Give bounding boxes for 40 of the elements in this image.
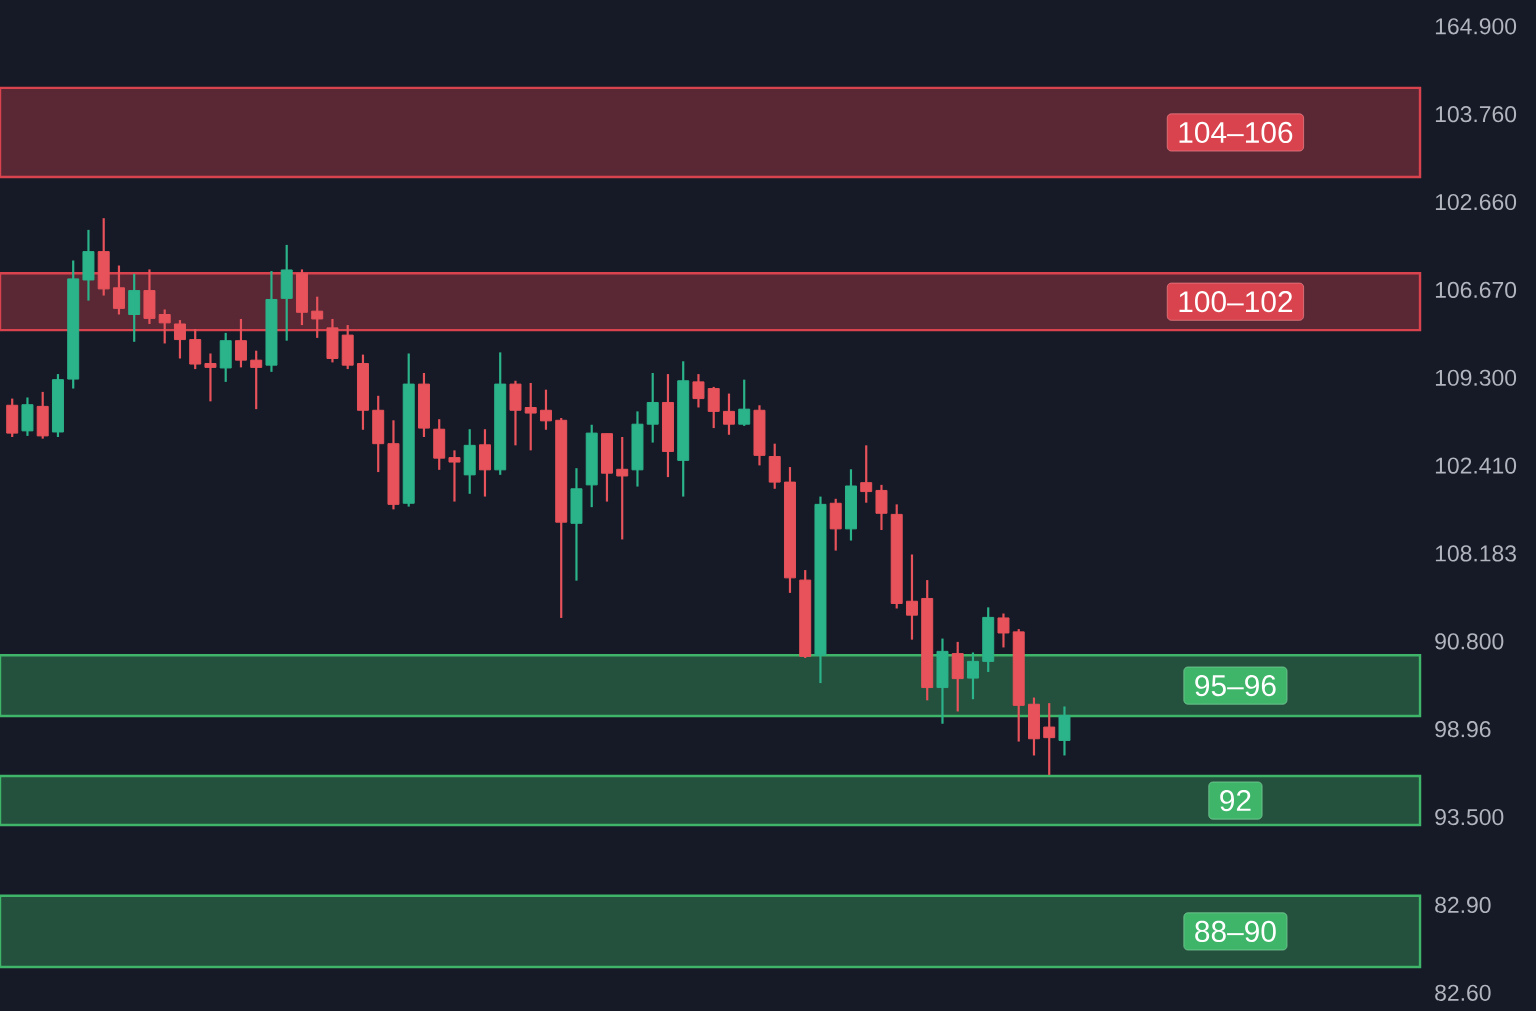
text: 108.183 bbox=[1435, 545, 1516, 562]
candlestick bbox=[875, 483, 888, 532]
candlestick bbox=[860, 444, 873, 504]
text: 82.60 bbox=[1435, 984, 1491, 1001]
text: 103.760 bbox=[1435, 106, 1517, 123]
candlestick bbox=[173, 318, 186, 360]
candlestick bbox=[722, 392, 735, 436]
text: 106.670 bbox=[1435, 281, 1517, 298]
candlestick bbox=[234, 317, 247, 369]
text: 98.96 bbox=[1435, 721, 1491, 738]
candlestick bbox=[204, 352, 217, 403]
candlestick bbox=[448, 449, 461, 503]
text: 164.900 bbox=[1435, 18, 1517, 35]
candlestick bbox=[539, 388, 552, 431]
text: 93.500 bbox=[1435, 808, 1504, 826]
candlestick bbox=[311, 295, 324, 339]
text: 102.410 bbox=[1435, 457, 1517, 474]
candlestick bbox=[646, 371, 659, 444]
candlestick bbox=[112, 264, 125, 316]
band-label: 88–90 bbox=[1195, 920, 1276, 942]
text: 90.800 bbox=[1435, 633, 1504, 650]
candlestick bbox=[997, 612, 1010, 649]
candlestick bbox=[738, 378, 751, 427]
band-label: 95–96 bbox=[1195, 675, 1276, 697]
band-label: 104–106 bbox=[1179, 121, 1293, 144]
candlestick bbox=[905, 553, 918, 641]
candlestick bbox=[1043, 702, 1056, 777]
text: 82.90 bbox=[1435, 896, 1491, 914]
candlestick bbox=[616, 435, 629, 541]
candlestick bbox=[128, 272, 141, 343]
candlestick bbox=[524, 381, 537, 452]
candlestick bbox=[707, 385, 720, 430]
text: 102.660 bbox=[1435, 193, 1517, 211]
candlestick bbox=[250, 349, 263, 411]
text: 109.300 bbox=[1435, 369, 1517, 386]
candlestick bbox=[158, 308, 171, 345]
band-label: 100–102 bbox=[1179, 291, 1293, 313]
candlestick bbox=[692, 372, 705, 409]
candlestick bbox=[966, 651, 979, 701]
band-label: 92 bbox=[1220, 789, 1251, 812]
